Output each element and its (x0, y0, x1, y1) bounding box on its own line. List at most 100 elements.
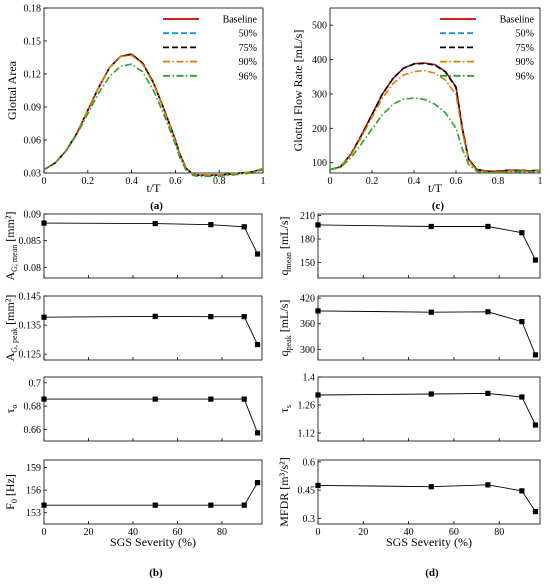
y-tick-label: 300 (300, 345, 315, 356)
chart-d3: 1.12 1.26 1.4 τs (277, 373, 541, 442)
y-axis-label: AG, peak [mm²] (3, 295, 19, 362)
x-tick-label: 1 (261, 176, 266, 187)
y-tick-label: 0.085 (19, 236, 42, 247)
data-point-marker (208, 502, 214, 508)
x-tick-label: 20 (83, 527, 93, 538)
series-line (317, 224, 536, 261)
x-tick-label: 0.4 (408, 176, 421, 187)
series-line-96pct (329, 97, 541, 174)
data-point-marker (519, 394, 525, 400)
data-point-marker (315, 392, 321, 398)
chart-d1: 150 180 210 qmean [mL/s] (277, 211, 541, 279)
data-point-marker (152, 313, 158, 319)
legend-entry: 96% (516, 71, 534, 82)
data-point-marker (519, 488, 525, 494)
series-line-75pct (329, 62, 541, 173)
data-point-marker (315, 482, 321, 489)
data-point-marker (485, 223, 491, 230)
y-tick-label: 150 (300, 258, 315, 269)
legend-entry: Baseline (223, 15, 258, 26)
legend-entry: 75% (239, 43, 257, 54)
series-line (43, 222, 259, 255)
data-point-marker (41, 502, 47, 508)
y-tick-label: 420 (300, 294, 315, 305)
x-tick-label: 40 (128, 527, 138, 538)
x-tick-label: 60 (449, 527, 459, 538)
chart-b4: 153 156 159 0 20 40 60 80 SGS Severity (%) (b) F0 … (3, 459, 263, 579)
data-point-marker (532, 508, 539, 515)
x-tick-label: 0 (42, 176, 47, 187)
series-line-50pct (43, 53, 264, 176)
x-axis-label: t/T (147, 181, 162, 195)
y-tick-label: 159 (26, 463, 41, 474)
y-tick-label: 1.4 (303, 373, 316, 384)
series-line (44, 482, 258, 506)
y-tick-label: 200 (312, 124, 327, 135)
chart-b1: 0.08 0.085 0.09 AG, mean [mm²] (3, 210, 263, 281)
x-tick-label: 0 (316, 527, 321, 538)
y-axis-label: qpeak [mL/s] (277, 300, 293, 357)
data-point-marker (428, 391, 434, 397)
y-tick-label: 0.15 (24, 37, 42, 48)
panel-label: (c) (432, 200, 445, 212)
y-tick-label: 0.3 (303, 514, 316, 525)
legend-entry: 50% (516, 29, 534, 40)
y-tick-label: 1.26 (298, 401, 316, 412)
x-tick-label: 1 (538, 176, 543, 187)
data-point-marker (485, 309, 491, 315)
data-point-marker (152, 396, 158, 402)
data-point-marker (428, 484, 434, 490)
x-tick-label: 0.4 (125, 176, 138, 187)
data-point-marker (315, 222, 321, 228)
y-tick-label: 0.09 (24, 210, 42, 221)
data-point-marker (254, 251, 261, 257)
data-point-marker (254, 479, 261, 486)
plot-frame (317, 376, 541, 442)
y-tick-label: 156 (26, 486, 41, 497)
y-tick-label: 500 (312, 21, 327, 32)
x-tick-label: 0.6 (169, 176, 182, 187)
plot-frame (43, 295, 263, 361)
y-tick-label: 0.18 (24, 4, 42, 15)
data-point-marker (532, 422, 539, 428)
y-tick-label: 0.66 (24, 425, 42, 436)
series-line-baseline (43, 53, 264, 176)
panel-label: (a) (150, 200, 163, 212)
plot-frame (43, 213, 263, 279)
y-tick-label: 0.12 (24, 70, 42, 81)
data-point-marker (152, 502, 158, 508)
series-line (317, 310, 536, 356)
plot-frame (43, 459, 263, 525)
data-point-marker (315, 308, 321, 314)
legend-entry: 96% (239, 71, 257, 82)
series-line-50pct (329, 62, 541, 173)
x-tick-label: 0.2 (366, 176, 379, 187)
y-tick-label: 0.145 (19, 292, 42, 303)
x-tick-label: 0 (42, 527, 47, 538)
x-tick-label: 0.6 (450, 176, 463, 187)
y-axis-label: τs (277, 405, 293, 413)
data-point-marker (519, 319, 525, 325)
series-line (44, 398, 259, 434)
x-tick-label: 0.2 (82, 176, 95, 187)
y-tick-label: 153 (26, 508, 41, 519)
panel-label: (b) (149, 567, 163, 579)
chart-c: 0 0.2 0.4 0.6 0.8 1 100 200 300 400 500 t/T Glottal … (291, 7, 543, 212)
plot-frame (43, 7, 264, 174)
y-tick-label: 0.6 (303, 457, 316, 468)
x-tick-label: 20 (358, 527, 368, 538)
series-line-96pct (43, 63, 264, 178)
series-line (317, 484, 536, 512)
data-point-marker (428, 223, 434, 230)
y-tick-label: 180 (300, 234, 315, 245)
legend-entry: 90% (239, 57, 257, 68)
y-axis-label: τo (3, 405, 19, 414)
data-point-marker (532, 257, 539, 263)
x-tick-label: 0 (328, 176, 333, 187)
data-point-marker (485, 482, 491, 488)
plot-frame (43, 376, 263, 442)
series-line (317, 392, 536, 426)
plot-frame (317, 459, 541, 525)
